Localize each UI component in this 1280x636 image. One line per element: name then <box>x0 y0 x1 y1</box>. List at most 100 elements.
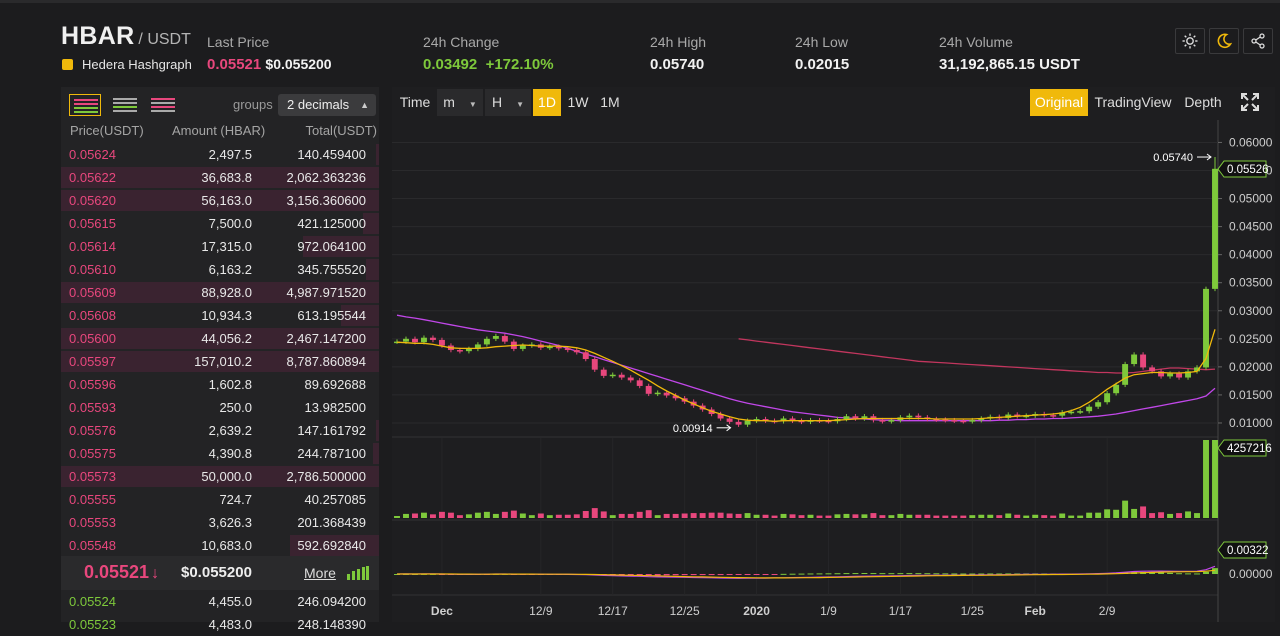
ask-row[interactable]: 0.05609 88,928.0 4,987.971520 <box>61 281 379 304</box>
macd-histogram-bar <box>717 574 724 576</box>
stat-label: 24h Low <box>795 34 848 50</box>
ask-row[interactable]: 0.05610 6,163.2 345.755520 <box>61 258 379 281</box>
ask-price: 0.05622 <box>69 170 116 185</box>
ask-row[interactable]: 0.05624 2,497.5 140.459400 <box>61 143 379 166</box>
volume-bar <box>1050 515 1057 518</box>
candlestick-chart[interactable]: 0.060000.055000.050000.045000.040000.035… <box>392 87 1275 622</box>
time-label: Time <box>399 94 431 110</box>
ask-row[interactable]: 0.05600 44,056.2 2,467.147200 <box>61 327 379 350</box>
low-arrowhead <box>726 424 732 432</box>
ask-price: 0.05553 <box>69 515 116 530</box>
last-price: 0.05521 <box>84 562 150 582</box>
view-depth[interactable]: Depth <box>1184 94 1222 110</box>
macd-histogram-bar <box>735 574 742 575</box>
asset-name-text: Hedera Hashgraph <box>82 57 192 72</box>
ask-row[interactable]: 0.05593 250.0 13.982500 <box>61 396 379 419</box>
candle-body <box>1149 367 1156 372</box>
ask-total: 4,987.971520 <box>286 285 366 300</box>
candle-body <box>879 420 886 422</box>
bid-total: 246.094200 <box>297 594 366 609</box>
macd-histogram-bar <box>1212 568 1218 574</box>
depth-bar <box>289 535 379 556</box>
volume-bar <box>852 514 859 518</box>
chart-toolbar: Time m ▼ H ▼ 1D 1W 1M Original TradingView… <box>392 87 1275 118</box>
bid-row[interactable]: 0.05524 4,455.0 246.094200 <box>61 590 379 613</box>
volume-bar <box>510 510 517 518</box>
macd-histogram-bar <box>924 573 931 575</box>
view-tradingview[interactable]: TradingView <box>1094 94 1172 110</box>
volume-bar <box>645 510 652 518</box>
macd-histogram-bar <box>681 574 688 576</box>
volume-bar <box>573 514 580 518</box>
ask-row[interactable]: 0.05576 2,639.2 147.161792 <box>61 419 379 442</box>
ask-total: 147.161792 <box>297 423 366 438</box>
view-both-button[interactable] <box>69 94 101 116</box>
volume-bar <box>1176 513 1183 518</box>
ask-row[interactable]: 0.05553 3,626.3 201.368439 <box>61 511 379 534</box>
ask-row[interactable]: 0.05614 17,315.0 972.064100 <box>61 235 379 258</box>
ask-row[interactable]: 0.05573 50,000.0 2,786.500000 <box>61 465 379 488</box>
interval-1d[interactable]: 1D <box>533 89 561 116</box>
ask-row[interactable]: 0.05620 56,163.0 3,156.360600 <box>61 189 379 212</box>
ma-short-line <box>396 329 1216 422</box>
minute-dropdown[interactable]: m ▼ <box>437 89 483 116</box>
change-value: 0.03492 <box>423 56 478 73</box>
ask-row[interactable]: 0.05575 4,390.8 244.787100 <box>61 442 379 465</box>
caret-down-icon: ▼ <box>516 100 525 109</box>
view-bids-button[interactable] <box>109 94 141 116</box>
moon-icon[interactable] <box>1209 28 1239 54</box>
macd-histogram-bar <box>978 573 985 575</box>
candle-body <box>969 420 976 422</box>
x-tick-label: 12/9 <box>529 604 553 618</box>
order-book-toolbar: groups 2 decimals ▲ <box>69 94 376 116</box>
interval-1m[interactable]: 1M <box>600 94 620 110</box>
fullscreen-icon[interactable] <box>1238 89 1262 116</box>
candle-body <box>762 419 769 421</box>
ask-row[interactable]: 0.05622 36,683.8 2,062.363236 <box>61 166 379 189</box>
volume-bar <box>672 513 679 518</box>
candle-body <box>519 345 526 349</box>
volume-bar <box>1203 440 1209 518</box>
ask-row[interactable]: 0.05548 10,683.0 592.692840 <box>61 534 379 557</box>
bid-row[interactable]: 0.05523 4,483.0 248.148390 <box>61 613 379 636</box>
more-link[interactable]: More <box>304 565 336 581</box>
ask-row[interactable]: 0.05597 157,010.2 8,787.860894 <box>61 350 379 373</box>
ask-total: 2,786.500000 <box>286 469 366 484</box>
ask-row[interactable]: 0.05615 7,500.0 421.125000 <box>61 212 379 235</box>
x-tick-label: 1/9 <box>820 604 837 618</box>
share-icon[interactable] <box>1243 28 1273 54</box>
view-asks-button[interactable] <box>147 94 179 116</box>
macd-histogram-bar <box>1005 573 1012 575</box>
candle-body <box>717 413 724 419</box>
volume-bar <box>834 514 841 518</box>
price-tick-label: 0.05000 <box>1229 192 1273 206</box>
ask-total: 972.064100 <box>297 239 366 254</box>
interval-1w[interactable]: 1W <box>567 94 589 110</box>
candle-body <box>852 416 859 419</box>
volume-bar <box>1158 512 1165 518</box>
price-tick-label: 0.03500 <box>1229 276 1273 290</box>
macd-histogram-bar <box>987 573 994 575</box>
groups-select[interactable]: 2 decimals ▲ <box>278 94 376 116</box>
ask-row[interactable]: 0.05608 10,934.3 613.195544 <box>61 304 379 327</box>
volume-bar <box>1194 513 1200 518</box>
ask-row[interactable]: 0.05596 1,602.8 89.692688 <box>61 373 379 396</box>
stat-24h-volume: 24h Volume 31,192,865.15 USDT <box>939 34 1080 73</box>
ask-amount: 3,626.3 <box>208 515 252 530</box>
ask-amount: 250.0 <box>219 400 252 415</box>
ask-total: 40.257085 <box>304 492 366 507</box>
bid-total: 248.148390 <box>297 617 366 632</box>
view-original[interactable]: Original <box>1030 89 1088 116</box>
volume-bar <box>771 515 778 518</box>
candle-body <box>501 336 508 342</box>
macd-histogram-bar <box>726 574 733 576</box>
volume-bar <box>762 514 769 518</box>
ask-row[interactable]: 0.05555 724.7 40.257085 <box>61 488 379 511</box>
sun-icon[interactable] <box>1175 28 1205 54</box>
macd-histogram-bar <box>663 574 670 576</box>
hour-dropdown[interactable]: H ▼ <box>485 89 531 116</box>
ask-total: 592.692840 <box>297 538 366 553</box>
ask-total: 89.692688 <box>304 377 366 392</box>
volume-bar <box>942 515 949 518</box>
macd-histogram-bar <box>690 574 697 576</box>
